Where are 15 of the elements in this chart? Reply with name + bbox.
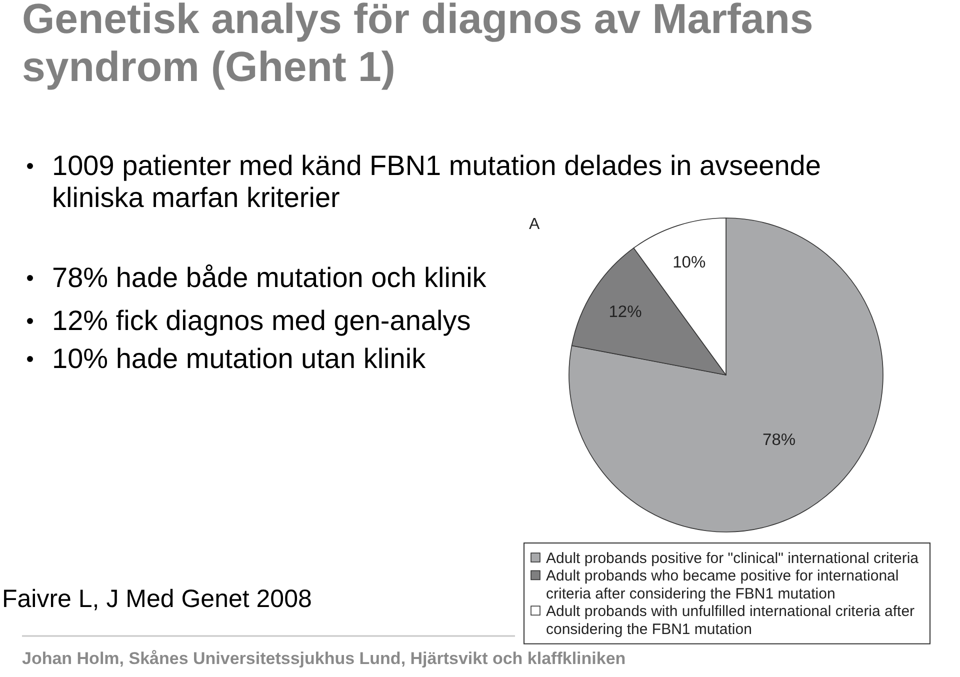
chart-title: Genetisk analys för diagnos av Marfans syndrom (Ghent 1): [22, 0, 814, 90]
data-label: 78%: [762, 430, 796, 449]
legend-label: Adult probands who became positive for international criteria after considering the FBN1 mutation: [546, 568, 899, 602]
text: Faivre L, J Med Genet 2008: [2, 585, 312, 613]
text: 1009 patienter med känd FBN1 mutation delades in avseende kliniska marfan kriterier: [52, 150, 821, 213]
pie-slice: [568, 218, 884, 532]
data-label: 12%: [608, 302, 642, 321]
text: A: [529, 216, 540, 233]
text: 10% hade mutation utan klinik: [52, 343, 427, 374]
text: 78% hade både mutation och klinik: [52, 262, 488, 293]
legend-label: Adult probands with unfulfilled international criteria after considering the FBN1 mutation: [546, 603, 915, 638]
text: Johan Holm, Skånes Universitetssjukhus Lund, Hjärtsvikt och klaffkliniken: [22, 649, 626, 668]
legend-label: Adult probands positive for "clinical" international criteria: [546, 550, 920, 567]
text: 12% fick diagnos med gen-analys: [52, 305, 471, 336]
data-label: 10%: [672, 253, 706, 272]
